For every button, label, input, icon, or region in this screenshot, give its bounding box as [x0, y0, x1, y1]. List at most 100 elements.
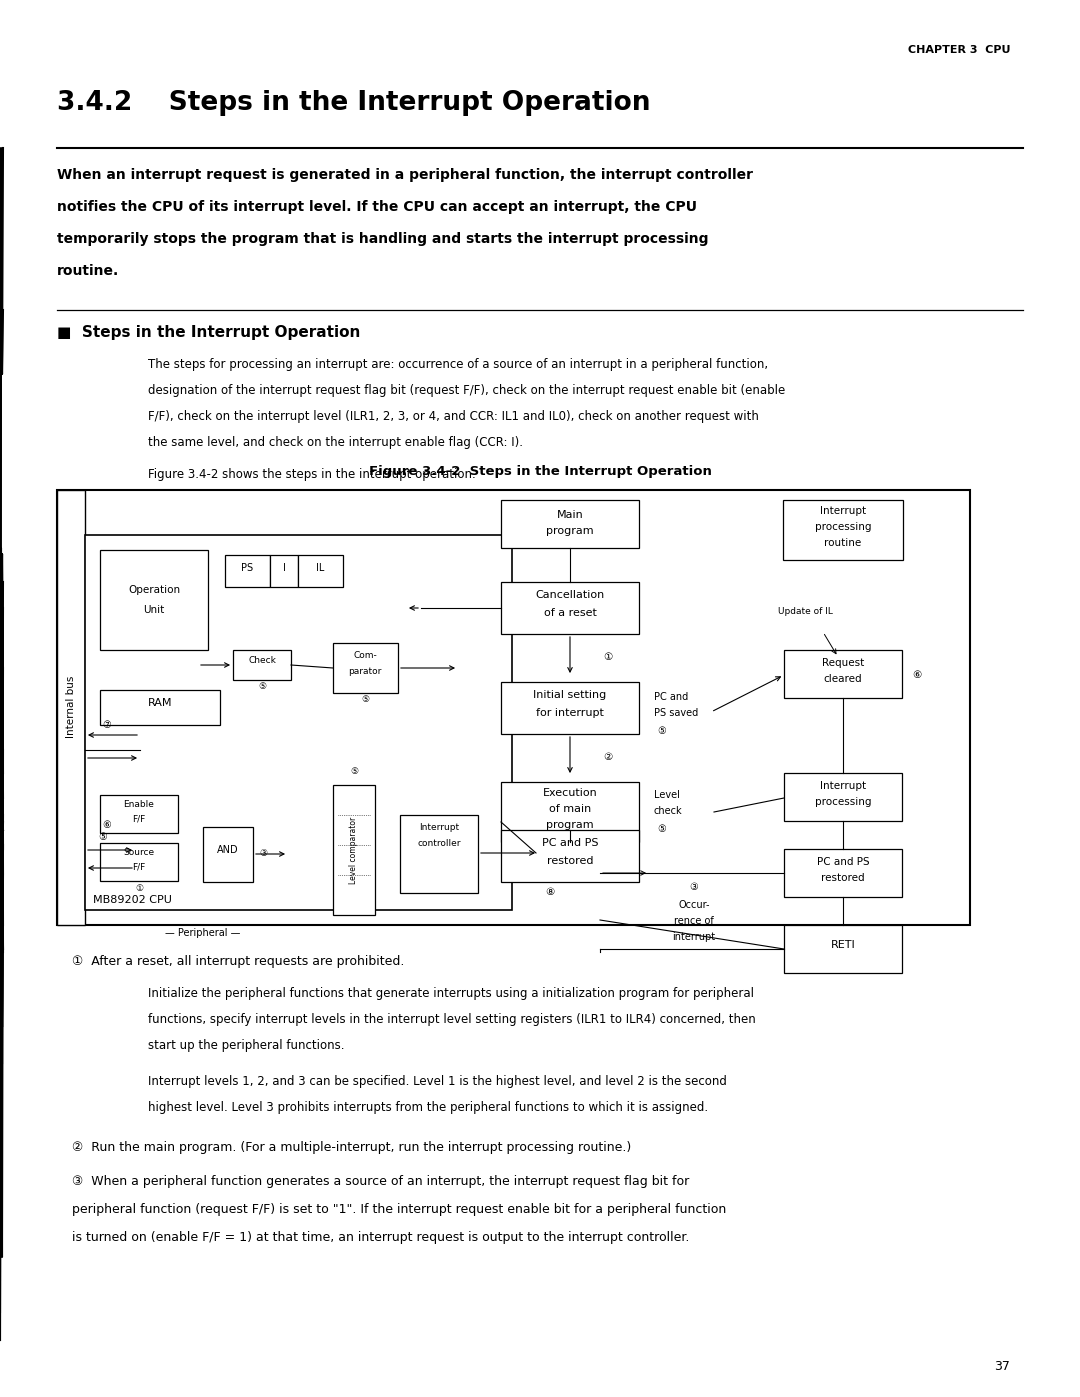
Text: parator: parator: [349, 666, 381, 676]
Bar: [270, 555, 298, 587]
Text: 3.4.2    Steps in the Interrupt Operation: 3.4.2 Steps in the Interrupt Operation: [57, 89, 650, 116]
Text: ①: ①: [604, 652, 612, 662]
Text: of main: of main: [549, 805, 591, 814]
Text: I: I: [283, 563, 285, 573]
Text: the same level, and check on the interrupt enable flag (CCR: I).: the same level, and check on the interru…: [148, 436, 523, 448]
Text: ①: ①: [135, 884, 143, 893]
Bar: [100, 795, 178, 833]
Text: Interrupt: Interrupt: [820, 781, 866, 791]
Text: ③  When a peripheral function generates a source of an interrupt, the interrupt : ③ When a peripheral function generates a…: [72, 1175, 689, 1187]
Text: restored: restored: [546, 856, 593, 866]
Text: Figure 3.4-2 shows the steps in the interrupt operation.: Figure 3.4-2 shows the steps in the inte…: [148, 468, 476, 481]
Text: CHAPTER 3  CPU: CHAPTER 3 CPU: [907, 45, 1010, 54]
Text: PS: PS: [241, 563, 253, 573]
Text: PS saved: PS saved: [654, 708, 699, 718]
Text: Initialize the peripheral functions that generate interrupts using a initializat: Initialize the peripheral functions that…: [148, 988, 754, 1000]
Text: Com-: Com-: [353, 651, 377, 659]
Text: RETI: RETI: [831, 940, 855, 950]
Text: ⑤: ⑤: [350, 767, 359, 775]
Bar: [100, 690, 220, 725]
Text: Enable: Enable: [123, 800, 154, 809]
Text: ①  After a reset, all interrupt requests are prohibited.: ① After a reset, all interrupt requests …: [72, 956, 404, 968]
Text: Initial setting: Initial setting: [534, 690, 607, 700]
Bar: [784, 650, 902, 698]
Text: The steps for processing an interrupt are: occurrence of a source of an interrup: The steps for processing an interrupt ar…: [148, 358, 768, 372]
Bar: [501, 782, 639, 842]
Text: Cancellation: Cancellation: [536, 590, 605, 599]
Bar: [100, 842, 178, 882]
Text: interrupt: interrupt: [673, 932, 716, 942]
Text: highest level. Level 3 prohibits interrupts from the peripheral functions to whi: highest level. Level 3 prohibits interru…: [148, 1101, 708, 1113]
Bar: [57, 490, 970, 925]
Text: ②: ②: [604, 752, 612, 761]
Bar: [333, 785, 375, 915]
Text: Interrupt: Interrupt: [820, 506, 866, 515]
Text: Request: Request: [822, 658, 864, 668]
Text: PC and PS: PC and PS: [816, 856, 869, 868]
Text: program: program: [546, 820, 594, 830]
Text: ⑥: ⑥: [913, 671, 921, 680]
Text: routine.: routine.: [57, 264, 119, 278]
Text: F/F), check on the interrupt level (ILR1, 2, 3, or 4, and CCR: IL1 and IL0), che: F/F), check on the interrupt level (ILR1…: [148, 409, 759, 423]
Bar: [233, 650, 291, 680]
Text: — Peripheral —: — Peripheral —: [165, 928, 241, 937]
Text: notifies the CPU of its interrupt level. If the CPU can accept an interrupt, the: notifies the CPU of its interrupt level.…: [57, 200, 697, 214]
Text: processing: processing: [814, 798, 872, 807]
Text: Update of IL: Update of IL: [778, 608, 833, 616]
Text: Level: Level: [654, 789, 680, 800]
Text: When an interrupt request is generated in a peripheral function, the interrupt c: When an interrupt request is generated i…: [57, 168, 753, 182]
Text: Main: Main: [556, 510, 583, 520]
Text: ⑥: ⑥: [103, 820, 111, 830]
Text: PC and: PC and: [654, 692, 688, 703]
Text: peripheral function (request F/F) is set to "1". If the interrupt request enable: peripheral function (request F/F) is set…: [72, 1203, 726, 1215]
Text: ⑤: ⑤: [657, 726, 665, 736]
Text: Interrupt levels 1, 2, and 3 can be specified. Level 1 is the highest level, and: Interrupt levels 1, 2, and 3 can be spec…: [148, 1076, 727, 1088]
Text: ③: ③: [690, 882, 699, 893]
Bar: [501, 830, 639, 882]
Text: Occur-: Occur-: [678, 900, 710, 909]
Text: ⑤: ⑤: [98, 833, 107, 842]
Text: temporarily stops the program that is handling and starts the interrupt processi: temporarily stops the program that is ha…: [57, 232, 708, 246]
Text: Figure 3.4-2  Steps in the Interrupt Operation: Figure 3.4-2 Steps in the Interrupt Oper…: [368, 465, 712, 478]
Text: is turned on (enable F/F = 1) at that time, an interrupt request is output to th: is turned on (enable F/F = 1) at that ti…: [72, 1231, 689, 1243]
Text: Unit: Unit: [144, 605, 164, 615]
Text: RAM: RAM: [148, 698, 172, 708]
Text: ■  Steps in the Interrupt Operation: ■ Steps in the Interrupt Operation: [57, 326, 361, 339]
Bar: [100, 550, 208, 650]
Bar: [85, 535, 512, 909]
Bar: [784, 925, 902, 972]
Text: F/F: F/F: [133, 814, 146, 824]
Text: rence of: rence of: [674, 916, 714, 926]
Text: Level comparator: Level comparator: [350, 816, 359, 884]
Text: routine: routine: [824, 538, 862, 548]
Text: IL: IL: [315, 563, 324, 573]
Text: Check: Check: [248, 657, 275, 665]
Bar: [225, 555, 270, 587]
Text: restored: restored: [821, 873, 865, 883]
Text: ⑧: ⑧: [545, 887, 555, 897]
Text: designation of the interrupt request flag bit (request F/F), check on the interr: designation of the interrupt request fla…: [148, 384, 785, 397]
Text: program: program: [546, 527, 594, 536]
Text: 37: 37: [994, 1361, 1010, 1373]
Bar: [784, 773, 902, 821]
Text: for interrupt: for interrupt: [536, 708, 604, 718]
Bar: [501, 500, 639, 548]
Text: MB89202 CPU: MB89202 CPU: [93, 895, 172, 905]
Text: Internal bus: Internal bus: [66, 676, 76, 738]
Text: check: check: [654, 806, 683, 816]
Text: functions, specify interrupt levels in the interrupt level setting registers (IL: functions, specify interrupt levels in t…: [148, 1013, 756, 1025]
Text: Execution: Execution: [542, 788, 597, 798]
Text: processing: processing: [814, 522, 872, 532]
Text: cleared: cleared: [824, 673, 862, 685]
Text: Interrupt: Interrupt: [419, 823, 459, 833]
Text: start up the peripheral functions.: start up the peripheral functions.: [148, 1039, 345, 1052]
Bar: [783, 500, 903, 560]
Bar: [203, 827, 253, 882]
Bar: [400, 814, 478, 893]
Bar: [501, 583, 639, 634]
Text: controller: controller: [417, 840, 461, 848]
Text: F/F: F/F: [133, 863, 146, 872]
Text: ⑤: ⑤: [657, 824, 665, 834]
Text: of a reset: of a reset: [543, 608, 596, 617]
Bar: [333, 643, 399, 693]
